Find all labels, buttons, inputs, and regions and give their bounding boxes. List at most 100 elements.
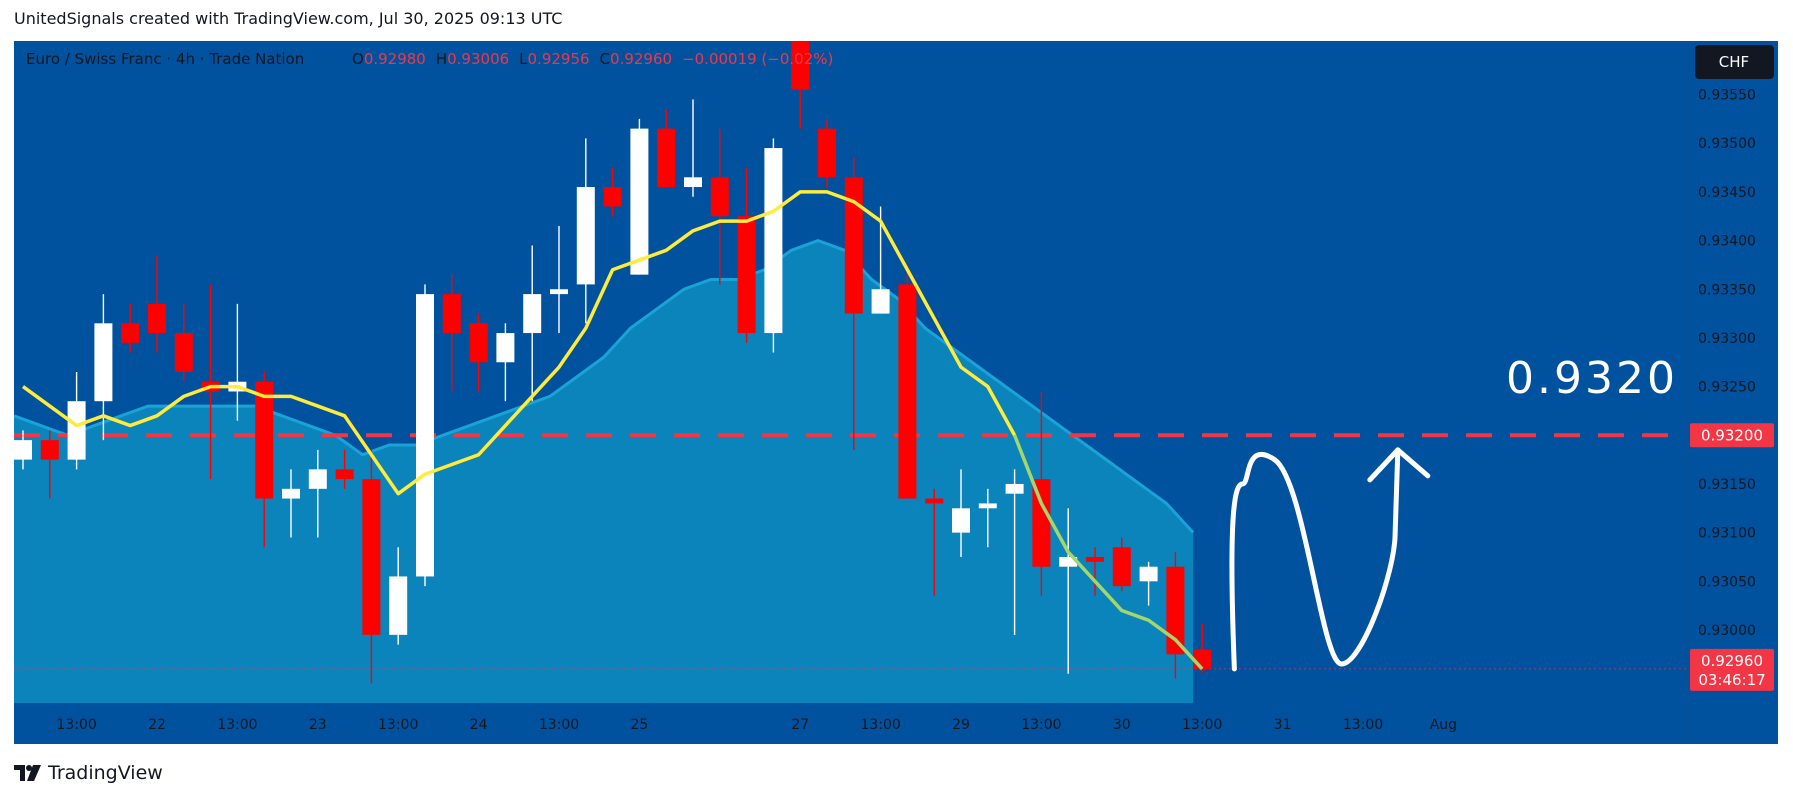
candle[interactable] bbox=[40, 430, 59, 499]
candle-body bbox=[255, 381, 274, 499]
candle[interactable] bbox=[925, 488, 944, 596]
candle[interactable] bbox=[1112, 537, 1131, 592]
candle[interactable] bbox=[174, 303, 193, 382]
candle[interactable] bbox=[255, 372, 274, 548]
countdown-label: 03:46:17 bbox=[1698, 671, 1765, 689]
time-tick-label: 29 bbox=[952, 717, 970, 733]
time-tick-label: 13:00 bbox=[539, 717, 579, 733]
candle[interactable] bbox=[1032, 391, 1051, 596]
candle[interactable] bbox=[469, 313, 488, 392]
projection-group bbox=[1229, 447, 1431, 672]
candle[interactable] bbox=[576, 138, 595, 324]
price-tick-label: 0.93100 bbox=[1698, 526, 1756, 542]
time-tick-label: 13:00 bbox=[378, 717, 418, 733]
candle-body bbox=[603, 187, 622, 207]
candle[interactable] bbox=[335, 449, 354, 489]
candle[interactable] bbox=[1005, 469, 1024, 635]
price-tick-label: 0.93050 bbox=[1698, 574, 1756, 590]
time-tick-label: 24 bbox=[470, 717, 488, 733]
currency-badge-label: CHF bbox=[1719, 53, 1749, 71]
candle-body bbox=[791, 41, 810, 90]
candle-body bbox=[576, 187, 595, 285]
candle-body bbox=[416, 294, 434, 577]
candle[interactable] bbox=[14, 430, 32, 470]
candle[interactable] bbox=[416, 284, 434, 587]
candle[interactable] bbox=[282, 469, 300, 538]
level-price-tag-label: 0.93200 bbox=[1701, 426, 1763, 444]
candle[interactable] bbox=[630, 118, 649, 275]
candle-body bbox=[710, 177, 729, 217]
candle[interactable] bbox=[523, 245, 542, 402]
candle[interactable] bbox=[1059, 508, 1078, 674]
candle-body bbox=[174, 333, 193, 372]
candle-body bbox=[1193, 649, 1212, 669]
candle-body bbox=[871, 289, 890, 314]
ma-fast-line-tail bbox=[1012, 434, 1204, 671]
candle[interactable] bbox=[952, 469, 970, 557]
candle-body bbox=[1139, 566, 1158, 582]
candle[interactable] bbox=[1166, 552, 1185, 679]
candle-body bbox=[67, 401, 86, 460]
currency-badge[interactable] bbox=[1695, 45, 1774, 79]
tradingview-logo[interactable]: TradingView bbox=[14, 760, 163, 786]
candle[interactable] bbox=[657, 109, 676, 188]
candle-body bbox=[1032, 479, 1051, 567]
candle[interactable] bbox=[1139, 561, 1158, 606]
candle[interactable] bbox=[603, 167, 622, 217]
time-tick-label: 13:00 bbox=[860, 717, 900, 733]
ohlc-readout: O0.92980 H0.93006 L0.92956 C0.92960 −0.00019… bbox=[352, 50, 833, 68]
candle[interactable] bbox=[684, 99, 702, 197]
candle[interactable] bbox=[818, 118, 836, 188]
time-scale-background[interactable] bbox=[14, 703, 1778, 744]
time-tick-label: 30 bbox=[1113, 717, 1131, 733]
candle[interactable] bbox=[844, 157, 863, 450]
price-tick-label: 0.93450 bbox=[1698, 185, 1756, 201]
time-tick-label: Aug bbox=[1430, 717, 1457, 733]
price-tick-label: 0.93400 bbox=[1698, 234, 1756, 250]
price-ticks-group: 0.93550 0.93500 0.93450 0.93400 0.93350 0.933… bbox=[1698, 88, 1756, 639]
candle-body bbox=[818, 128, 836, 178]
level-annotation: 0.9320 bbox=[1506, 353, 1678, 404]
candle-body bbox=[1112, 547, 1131, 587]
candle[interactable] bbox=[148, 255, 166, 353]
candles-group[interactable] bbox=[14, 41, 1212, 684]
candle[interactable] bbox=[121, 303, 140, 353]
price-scale-background[interactable] bbox=[1686, 41, 1778, 744]
footer-brand: TradingView bbox=[48, 762, 163, 784]
candle[interactable] bbox=[496, 323, 515, 402]
candle[interactable] bbox=[389, 547, 408, 645]
candle[interactable] bbox=[764, 138, 783, 353]
ma-fast-group bbox=[21, 190, 1204, 671]
candle[interactable] bbox=[1086, 547, 1104, 596]
time-tick-label: 13:00 bbox=[217, 717, 257, 733]
projection-path bbox=[1229, 447, 1401, 672]
candle-body bbox=[469, 323, 488, 363]
time-tick-label: 31 bbox=[1274, 717, 1292, 733]
candle-body bbox=[764, 148, 783, 334]
candle[interactable] bbox=[978, 488, 997, 548]
candle[interactable] bbox=[442, 274, 461, 392]
time-tick-label: 23 bbox=[309, 717, 327, 733]
candle[interactable] bbox=[898, 264, 917, 499]
candle[interactable] bbox=[550, 225, 568, 334]
symbol-title[interactable]: Euro / Swiss Franc · 4h · Trade Nation bbox=[26, 50, 304, 68]
projection-arrowhead bbox=[1367, 447, 1431, 483]
candle[interactable] bbox=[710, 128, 729, 285]
candle[interactable] bbox=[737, 167, 756, 343]
high-value: 0.93006 bbox=[447, 50, 509, 68]
level-price-tag bbox=[1690, 423, 1774, 448]
candle[interactable] bbox=[791, 41, 810, 129]
close-value: 0.92960 bbox=[610, 50, 672, 68]
candle[interactable] bbox=[308, 449, 327, 538]
candle[interactable] bbox=[362, 449, 381, 684]
price-tick-label: 0.93300 bbox=[1698, 331, 1756, 347]
chart-frame[interactable]: 0.93550 0.93500 0.93450 0.93400 0.93350 0.933… bbox=[14, 41, 1778, 744]
candle-body bbox=[978, 503, 997, 509]
candle[interactable] bbox=[67, 372, 86, 470]
level-line-group bbox=[14, 433, 1686, 670]
candle-body bbox=[684, 177, 702, 188]
ma-area-fill bbox=[14, 240, 1194, 703]
last-price-tag bbox=[1690, 648, 1774, 691]
candle-body bbox=[496, 333, 515, 363]
candle-body bbox=[1005, 483, 1024, 494]
